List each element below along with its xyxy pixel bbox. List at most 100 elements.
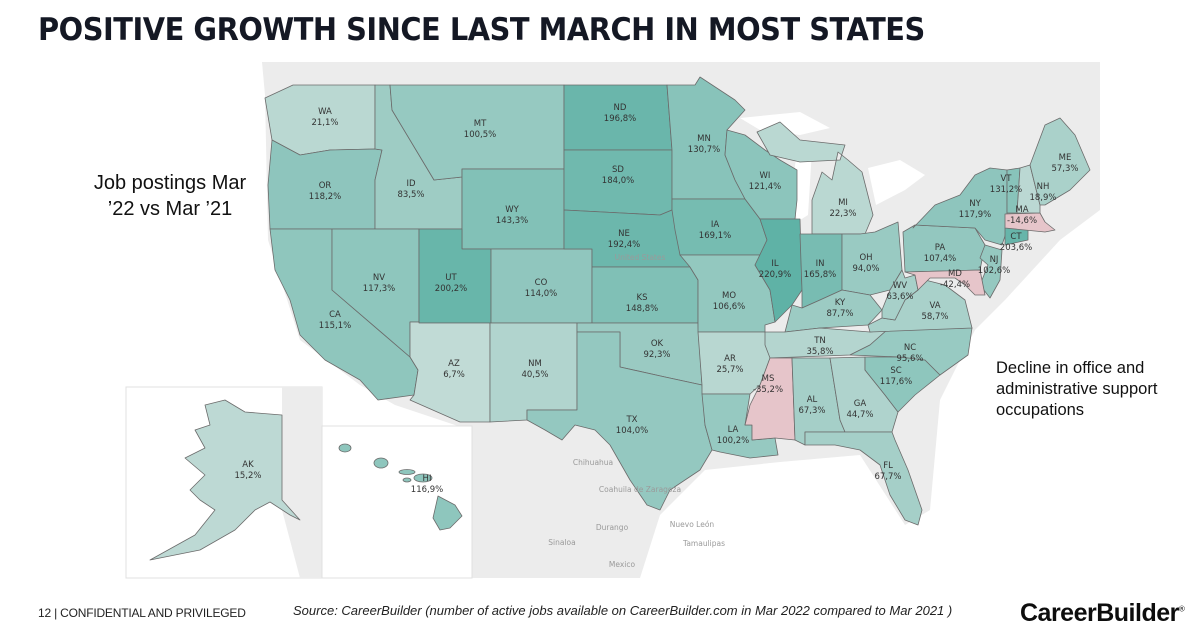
logo-registered-mark: ® [1178,604,1185,614]
state-value-label: 148,8% [626,304,658,314]
state-NH[interactable] [1016,164,1041,214]
state-abbr-label: WY [505,205,519,215]
map-place-label: Mexico [609,560,636,569]
state-abbr-label: GA [854,399,867,409]
state-value-label: 184,0% [602,176,634,186]
state-AK [149,399,301,561]
state-abbr-label: ME [1059,153,1072,163]
state-abbr-label: VT [1000,174,1012,184]
state-abbr-label: SD [612,165,624,175]
page-title: POSITIVE GROWTH SINCE LAST MARCH IN MOST… [38,12,925,48]
state-value-label: 35,8% [806,347,833,357]
state-abbr-label: MT [474,119,487,129]
state-abbr-label: IN [816,259,825,269]
state-value-label: 57,3% [1051,164,1078,174]
state-value-label: 100,5% [464,130,496,140]
state-value-label: 192,4% [608,240,640,250]
state-MD[interactable] [904,269,986,296]
state-abbr-label: ID [406,179,416,189]
map-place-label: Nuevo León [670,520,715,529]
source-note: Source: CareerBuilder (number of active … [293,603,953,618]
state-abbr-label: CA [329,310,341,320]
state-value-label: 67,3% [798,406,825,416]
state-value-label: 6,7% [443,370,465,380]
state-value-label: 121,4% [749,182,781,192]
state-value-label: 169,1% [699,231,731,241]
state-abbr-label: MS [762,374,775,384]
state-value-label: 114,0% [525,289,557,299]
state-value-label: 117,3% [363,284,395,294]
state-value-label: 104,0% [616,426,648,436]
state-abbr-label: PA [935,243,946,253]
logo-text: CareerBuilder [1020,599,1179,627]
state-ME[interactable] [1029,117,1091,206]
ocean-gulf-atlantic [640,210,1100,578]
map-place-label: Sinaloa [548,538,575,547]
state-value-label: 143,3% [496,216,528,226]
state-value-label: 21,1% [311,118,338,128]
state-abbr-label: UT [445,273,457,283]
state-value-label: 130,7% [688,145,720,155]
state-value-label: 18,9% [1029,193,1056,203]
state-value-label: 15,2% [234,471,261,481]
state-value-label: 107,4% [924,254,956,264]
state-abbr-label: OH [859,253,872,263]
state-value-label: 203,6% [1000,243,1032,253]
state-abbr-label: KS [637,293,648,303]
state-value-label: 87,7% [826,309,853,319]
state-value-label: -35,2% [753,385,783,395]
state-abbr-label: TX [625,415,637,425]
state-value-label: 58,7% [921,312,948,322]
state-value-label: 63,6% [886,292,913,302]
state-TX[interactable] [526,331,713,511]
state-abbr-label: NE [618,229,630,239]
state-abbr-label: AL [807,395,818,405]
state-abbr-label: NM [528,359,542,369]
map-place-label: Tamaulipas [682,539,725,548]
state-abbr-label: FL [883,461,893,471]
state-abbr-label: HI [423,474,432,484]
state-value-label: 22,3% [829,209,856,219]
state-abbr-label: WI [760,171,771,181]
state-value-label: 92,3% [643,350,670,360]
alaska-canada-land [282,387,322,578]
state-abbr-label: WV [893,281,907,291]
state-abbr-label: NC [904,343,916,353]
state-value-label: 94,0% [852,264,879,274]
state-value-label: 196,8% [604,114,636,124]
state-abbr-label: KY [835,298,846,308]
page-number-confidential: 12 | CONFIDENTIAL AND PRIVILEGED [38,606,246,620]
map-subtitle: Job postings Mar ’22 vs Mar ’21 [70,170,270,222]
state-abbr-label: TN [813,336,826,346]
map-place-label: United States [615,253,666,262]
state-abbr-label: MA [1015,205,1028,215]
state-abbr-label: AK [242,460,254,470]
state-abbr-label: ND [614,103,627,113]
state-NC[interactable] [849,327,973,376]
state-value-label: 106,6% [713,302,745,312]
state-NJ[interactable] [979,244,1003,299]
subtitle-line-1: Job postings Mar [93,172,247,194]
state-value-label: 25,7% [716,365,743,375]
state-LA[interactable] [701,393,779,459]
state-value-label: 131,2% [990,185,1022,195]
state-value-label: 116,9% [411,485,443,495]
state-abbr-label: CT [1010,232,1022,242]
state-value-label: 95,6% [896,354,923,364]
state-value-label: -14,6% [1007,216,1037,226]
state-abbr-label: AZ [448,359,460,369]
state-FL[interactable] [804,431,923,526]
state-value-label: 220,9% [759,270,791,280]
state-value-label: 40,5% [521,370,548,380]
state-WI[interactable] [724,129,798,220]
state-abbr-label: WA [318,107,332,117]
state-abbr-label: VA [929,301,940,311]
state-WV[interactable] [881,269,919,321]
state-value-label: 165,8% [804,270,836,280]
subtitle-line-2: ’22 vs Mar ’21 [107,198,233,220]
state-abbr-label: LA [728,425,739,435]
state-abbr-label: NH [1037,182,1050,192]
state-abbr-label: AR [724,354,736,364]
state-value-label: 118,2% [309,192,341,202]
